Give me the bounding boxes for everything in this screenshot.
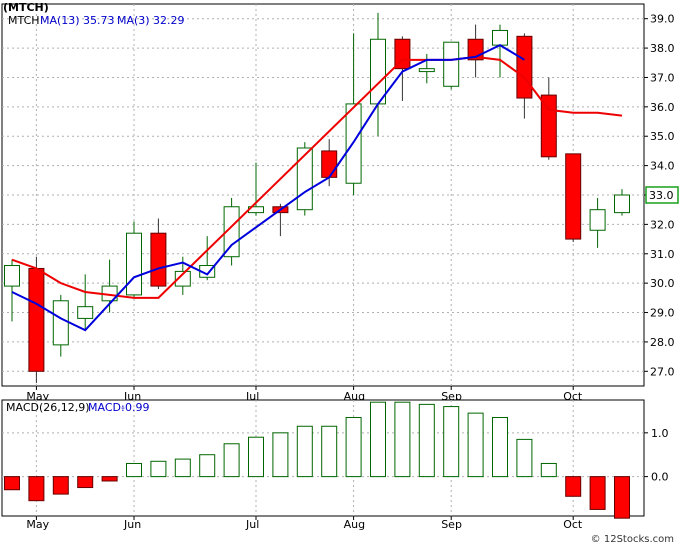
macd-bar [52,476,69,495]
candle-body [4,265,20,287]
macd-bar [467,412,484,478]
macd-bar [345,417,362,478]
candle-body [296,147,313,211]
candle-body [77,306,94,319]
price-tick-label: 32.0 [650,218,675,231]
candle-body [126,232,142,296]
price-tick-label: 34.0 [650,160,675,173]
chart-title: (MTCH) [3,1,49,14]
candle-body [223,206,240,258]
price-tick-label: 31.0 [650,248,675,261]
candle-body [321,150,338,178]
macd-axis: 0.0 1.0 [644,427,669,484]
macd-bars [4,401,630,519]
macd-bar [296,425,313,478]
last-price-tag: 33.0 [645,186,679,204]
candle-body [516,35,533,99]
macd-bar [418,403,435,478]
macd-bar [272,432,289,478]
macd-bar [614,476,630,519]
price-legend: MTCH MA(13) 35.73 MA(3) 32.29 [8,14,185,27]
macd-bar [394,401,411,478]
legend-symbol: MTCH [8,14,40,27]
macd-legend-label: MACD: [88,401,125,414]
candle-body [614,194,630,214]
macd-x-tick-label: Jun [123,518,141,531]
price-tick-label: 36.0 [650,101,675,114]
price-axis: 27.0 28.0 29.0 30.0 31.0 32.0 33.0 34.0 35.0 36.0… [644,13,675,378]
price-tick-label: 35.0 [650,130,675,143]
candle-body [52,300,69,346]
watermark: © 12Stocks.com [590,534,674,545]
macd-bar [28,476,45,502]
legend-ma13-value: 35.73 [83,14,115,27]
ma3-line [11,44,525,332]
candle-body [370,38,386,105]
legend-ma3-label: MA(3) [117,14,150,27]
candle-body [150,232,167,287]
macd-bar [321,425,338,478]
candle-body [443,41,460,87]
macd-bar [492,417,508,478]
macd-x-axis: May Jun Jul Aug Sep Oct [26,516,583,531]
macd-tick-label: 1.0 [651,427,669,440]
macd-bar [150,460,167,478]
macd-bar [101,476,118,482]
macd-bar [370,401,386,478]
macd-bar [199,454,216,478]
candle-body [589,209,606,231]
macd-bar [77,476,94,489]
macd-bar [223,443,240,478]
macd-bar [589,476,606,510]
candle-body [394,38,411,70]
macd-tick-label: 0.0 [651,471,669,484]
macd-bar [126,462,142,478]
legend-ma3-value: 32.29 [153,14,185,27]
price-tick-label: 27.0 [650,365,675,378]
candle-body [565,153,582,240]
price-tick-label: 37.0 [650,71,675,84]
macd-x-tick-label: May [26,518,49,531]
macd-bar [4,476,20,491]
price-tick-label: 28.0 [650,336,675,349]
macd-bar [248,436,264,478]
price-tick-label: 38.0 [650,42,675,55]
last-price-label: 33.0 [649,189,674,202]
macd-x-tick-label: Sep [441,518,462,531]
legend-ma13-label: MA(13) [40,14,80,27]
macd-x-tick-label: Jul [245,518,259,531]
candle-body [418,68,435,73]
macd-legend-value: -0.99 [121,401,149,414]
price-tick-label: 30.0 [650,277,675,290]
candle-body [28,267,45,372]
macd-bar [516,438,533,478]
macd-x-tick-label: Aug [344,518,365,531]
macd-legend-title: MACD(26,12,9) [6,401,90,414]
macd-bar [174,458,191,478]
macd-bar [565,476,582,497]
macd-bar [443,406,460,478]
price-panel: 27.0 28.0 29.0 30.0 31.0 32.0 33.0 34.0 35.0 36.0… [1,3,679,403]
price-tick-label: 39.0 [650,13,675,26]
candles [4,12,630,384]
candle-body [492,29,508,46]
macd-x-tick-label: Oct [563,518,583,531]
candle-body [174,270,191,287]
macd-bar [540,462,557,478]
price-tick-label: 29.0 [650,307,675,320]
macd-panel: 0.01.0 May Jun Jul Aug Sep Oct MACD(26,12,9) … [1,399,669,531]
last-price-box [645,186,679,204]
